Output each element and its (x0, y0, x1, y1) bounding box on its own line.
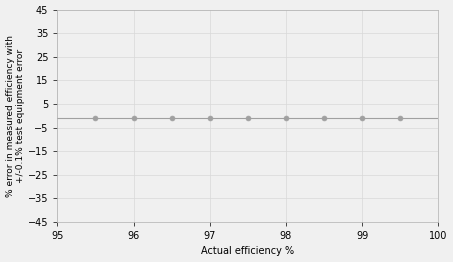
Y-axis label: % error in measured efficiency with
+/-0.1% test equipment error: % error in measured efficiency with +/-0… (5, 35, 25, 197)
X-axis label: Actual efficiency %: Actual efficiency % (201, 247, 294, 256)
